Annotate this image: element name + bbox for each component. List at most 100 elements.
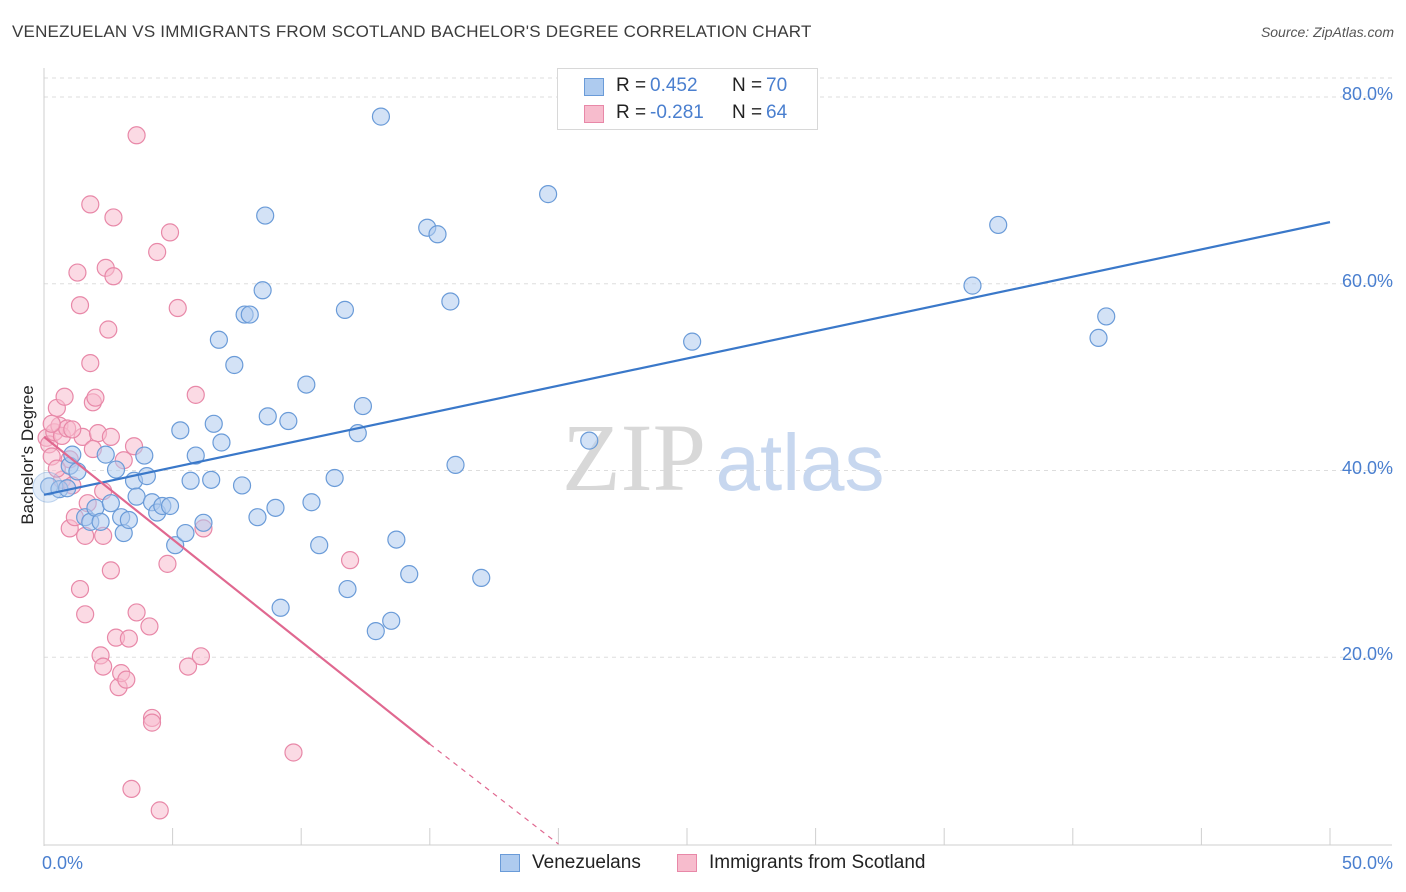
venezuelan-point [204, 414, 223, 433]
venezuelan-point [96, 445, 115, 464]
trend-line-venezuelans [43, 221, 1331, 496]
chart-title: VENEZUELAN VS IMMIGRANTS FROM SCOTLAND B… [12, 22, 812, 41]
venezuelan-point [387, 530, 406, 549]
venezuelan-point [202, 470, 221, 489]
scotland-point [42, 414, 61, 433]
venezuelan-point [212, 433, 231, 452]
scotland-point [101, 427, 120, 446]
legend-swatch-blue [584, 78, 604, 96]
scotland-point [160, 223, 180, 242]
trend-line-scotland [43, 436, 431, 745]
venezuelan-point [240, 305, 259, 324]
venezuelan-point [472, 568, 491, 587]
venezuelan-point [266, 498, 285, 517]
venezuelan-point [166, 536, 185, 555]
scotland-point [142, 713, 162, 732]
watermark-atlas: atlas [716, 418, 885, 507]
y-tick-label: 60.0% [1341, 270, 1393, 291]
venezuelan-point [279, 411, 298, 431]
scotland-point [70, 579, 90, 599]
y-tick-label: 40.0% [1341, 457, 1393, 478]
scotland-point [104, 208, 123, 227]
venezuelan-point [256, 206, 275, 225]
venezuelan-point [209, 330, 228, 349]
venezuelan-point [137, 467, 156, 486]
x-tick-label-min: 0.0% [42, 853, 84, 873]
legend-swatch-blue [500, 854, 520, 872]
scotland-point [68, 263, 87, 282]
venezuelan-point [353, 396, 373, 416]
venezuelan-point [302, 493, 321, 512]
y-tick-label: 80.0% [1341, 84, 1393, 104]
venezuelan-point [248, 508, 267, 527]
scotland-point [127, 603, 146, 622]
scotland-point [86, 388, 105, 407]
scotland-point [140, 617, 159, 636]
scotland-point [101, 561, 120, 580]
stats-row-scotland: R = -0.281 N = 64 [558, 102, 817, 126]
r-label: R = [616, 75, 647, 96]
venezuelan-point [1089, 328, 1108, 348]
venezuelan-point [989, 215, 1008, 235]
n-label: N = [732, 75, 763, 96]
venezuelan-point [253, 281, 272, 300]
venezuelan-point [366, 622, 385, 641]
venezuelan-point [101, 494, 120, 513]
venezuelan-point [232, 476, 252, 495]
r-value: 0.452 [650, 75, 698, 96]
source-label: Source: ZipAtlas.com [1260, 24, 1394, 40]
scotland-point [158, 554, 177, 573]
scotland-point [191, 647, 210, 666]
scotland-point [104, 267, 123, 286]
venezuelan-point [1097, 307, 1116, 326]
venezuelan-point [225, 355, 244, 375]
venezuelan-point [181, 471, 200, 490]
venezuelan-point [446, 455, 465, 474]
scotland-point [148, 242, 167, 262]
venezuelan-point [119, 510, 138, 530]
venezuelan-point [400, 565, 419, 584]
venezuelan-point [963, 276, 982, 295]
venezuelan-point [325, 468, 344, 488]
scotland-point [117, 670, 136, 689]
scotland-point [122, 779, 141, 799]
venezuelan-point [160, 496, 180, 516]
venezuelan-point [335, 300, 355, 319]
venezuelan-point [382, 611, 401, 630]
venezuelan-point [310, 536, 329, 555]
scotland-point [76, 605, 95, 624]
venezuelan-point [258, 407, 277, 426]
venezuelan-point [297, 375, 316, 394]
venezuelan-point [271, 598, 290, 617]
venezuelan-cluster-point [32, 471, 64, 503]
x-tick-label-max: 50.0% [1341, 853, 1393, 873]
n-value: 64 [766, 102, 788, 123]
scotland-point [94, 657, 113, 676]
venezuelan-point [194, 513, 213, 532]
trend-line-scotland-extension [429, 743, 559, 845]
scotland-point [168, 298, 187, 318]
n-label: N = [732, 102, 763, 123]
scotland-point [127, 126, 146, 145]
venezuelan-point [186, 446, 205, 465]
scotland-point [99, 320, 118, 339]
venezuelan-point [106, 460, 126, 479]
venezuelan-point [68, 462, 87, 481]
venezuelan-point [63, 445, 82, 464]
legend-label: Immigrants from Scotland [709, 852, 926, 873]
venezuelan-point [176, 523, 195, 543]
scotland-point [55, 387, 74, 406]
stats-row-venezuelans: R = 0.452 N = 70 [558, 75, 817, 99]
venezuelan-point [135, 446, 154, 465]
scotland-point [81, 195, 100, 214]
legend-swatch-pink [677, 854, 697, 872]
scotland-point [119, 629, 138, 648]
scotland-point [340, 551, 360, 570]
scotland-point [81, 354, 100, 373]
venezuelan-point [580, 431, 599, 450]
scotland-point [150, 801, 169, 820]
scotland-point [186, 385, 205, 404]
venezuelan-point [371, 107, 391, 126]
legend-swatch-pink [584, 105, 604, 123]
